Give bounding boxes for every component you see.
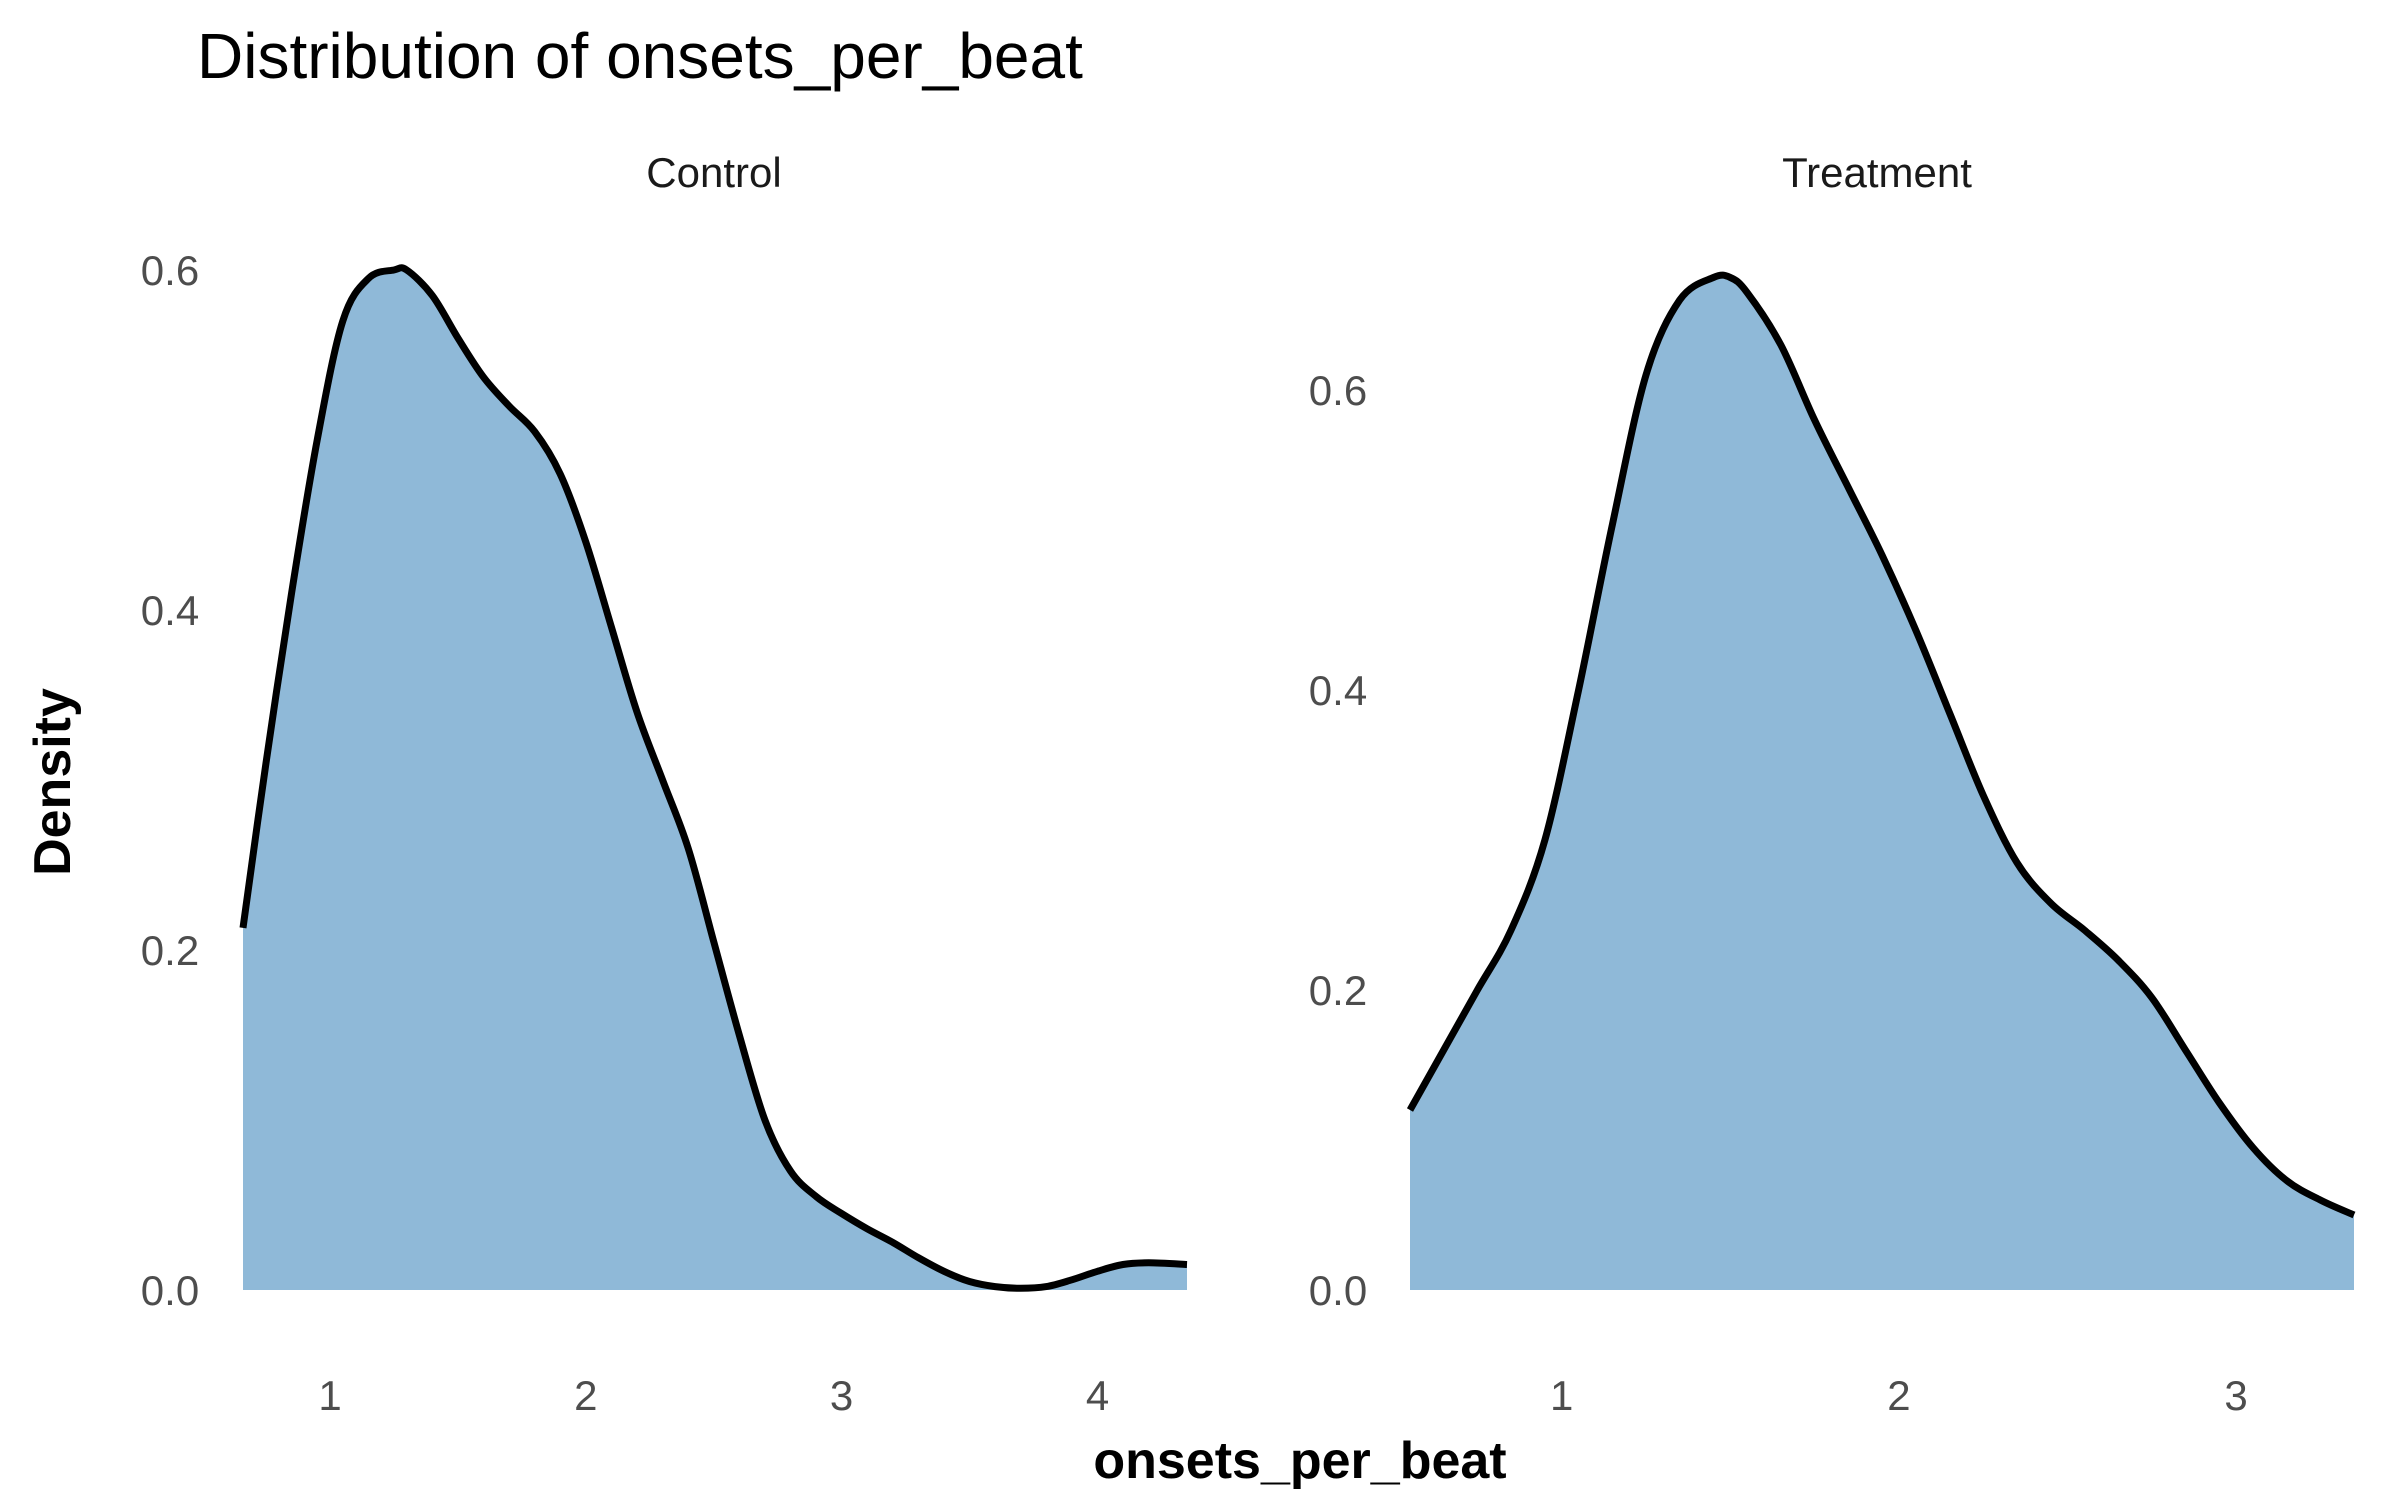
panel-control: Control 0.0 0.2 0.4 0.6 1 2 3 4 — [141, 149, 1188, 1419]
y-tick-label: 0.2 — [141, 927, 199, 974]
density-line-control — [239, 264, 1188, 1292]
x-tick-label: 3 — [2224, 1372, 2247, 1419]
x-axis-title: onsets_per_beat — [1093, 1432, 1506, 1490]
panel-label-control: Control — [646, 149, 781, 196]
x-tick-label: 3 — [830, 1372, 853, 1419]
y-tick-label: 0.2 — [1309, 967, 1367, 1014]
panel-treatment: Treatment 0.0 0.2 0.4 0.6 1 2 3 — [1309, 149, 2356, 1419]
x-tick-label: 1 — [1550, 1372, 1573, 1419]
y-tick-label: 0.0 — [141, 1267, 199, 1314]
y-tick-label: 0.6 — [1309, 367, 1367, 414]
y-tick-label: 0.0 — [1309, 1267, 1367, 1314]
x-tick-label: 1 — [318, 1372, 341, 1419]
y-tick-label: 0.4 — [141, 587, 199, 634]
density-line-treatment — [1406, 271, 2356, 1219]
x-tick-label: 2 — [1887, 1372, 1910, 1419]
y-tick-label: 0.4 — [1309, 667, 1367, 714]
y-axis-title: Density — [24, 688, 82, 876]
y-tick-label: 0.6 — [141, 247, 199, 294]
density-area-control — [243, 267, 1187, 1291]
x-tick-label: 2 — [574, 1372, 597, 1419]
chart-title: Distribution of onsets_per_beat — [197, 20, 1083, 92]
panel-label-treatment: Treatment — [1782, 149, 1972, 196]
density-area-treatment — [1410, 275, 2354, 1290]
x-tick-label: 4 — [1086, 1372, 1109, 1419]
